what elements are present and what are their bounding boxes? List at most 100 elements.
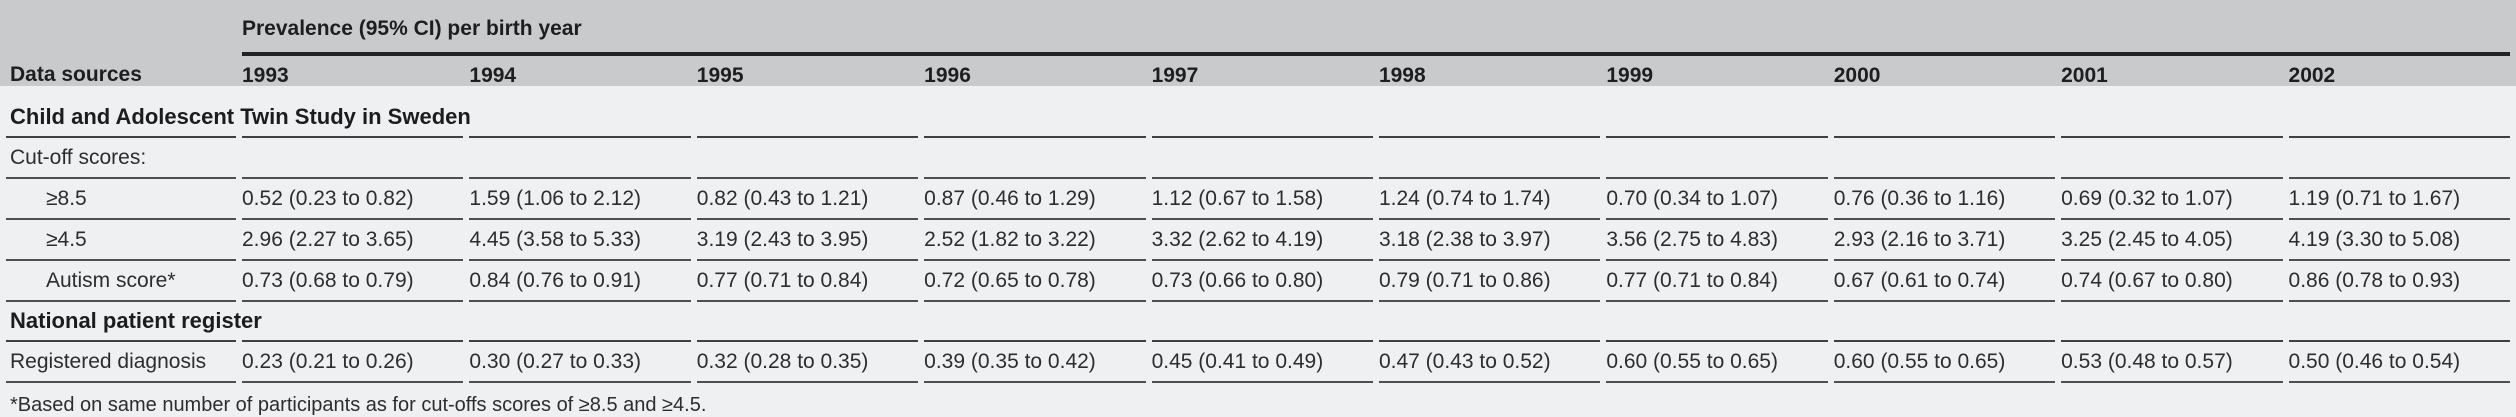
cell-value bbox=[1606, 138, 1828, 179]
section-rule-segment bbox=[1151, 302, 1373, 342]
cell-value bbox=[469, 138, 691, 179]
cell-value: 2.52 (1.82 to 3.22) bbox=[924, 220, 1146, 261]
section-rule-segment bbox=[1378, 302, 1601, 342]
year-header-2002: 2002 bbox=[2288, 64, 2336, 87]
cell-value bbox=[242, 138, 464, 179]
cell-value: 0.87 (0.46 to 1.29) bbox=[924, 179, 1146, 220]
section-rule-segment bbox=[1378, 98, 1601, 138]
year-header-2000: 2000 bbox=[1833, 64, 1881, 87]
cell-value: 3.19 (2.43 to 3.95) bbox=[696, 220, 919, 261]
section-rule-segment bbox=[1833, 302, 2056, 342]
cell-value: 0.77 (0.71 to 0.84) bbox=[1606, 261, 1828, 302]
cell-value bbox=[1151, 138, 1373, 179]
column-group-header-prevalence: Prevalence (95% CI) per birth year bbox=[242, 0, 2510, 56]
cell-value: 0.32 (0.28 to 0.35) bbox=[696, 342, 919, 383]
section-rule-segment bbox=[1606, 302, 1828, 342]
section-rule-segment bbox=[1151, 98, 1373, 138]
year-header-1995: 1995 bbox=[696, 64, 744, 87]
table-row: ≥4.5 2.96 (2.27 to 3.65) 4.45 (3.58 to 5.3… bbox=[6, 220, 2510, 261]
section-title: Child and Adolescent Twin Study in Swede… bbox=[6, 98, 471, 138]
cell-value: 3.25 (2.45 to 4.05) bbox=[2061, 220, 2283, 261]
section-rule-segment bbox=[242, 302, 464, 342]
row-label: Cut-off scores: bbox=[6, 138, 236, 179]
section-rule-segment bbox=[696, 98, 919, 138]
cell-value: 0.77 (0.71 to 0.84) bbox=[696, 261, 919, 302]
cell-value: 3.32 (2.62 to 4.19) bbox=[1151, 220, 1373, 261]
section-rule-segment bbox=[2288, 302, 2510, 342]
section-rule-segment bbox=[2061, 98, 2283, 138]
cell-value bbox=[2288, 138, 2510, 179]
section-header-row: Child and Adolescent Twin Study in Swede… bbox=[6, 98, 2510, 138]
row-label: Registered diagnosis bbox=[6, 342, 236, 383]
cell-value: 4.45 (3.58 to 5.33) bbox=[469, 220, 691, 261]
section-header-row: National patient register bbox=[6, 302, 2510, 342]
row-label: Autism score* bbox=[6, 261, 236, 302]
column-header-data-sources: Data sources bbox=[10, 63, 142, 86]
table-row: Autism score* 0.73 (0.68 to 0.79) 0.84 (0.… bbox=[6, 261, 2510, 302]
table-body: Child and Adolescent Twin Study in Swede… bbox=[6, 98, 2510, 383]
cell-value: 1.59 (1.06 to 2.12) bbox=[469, 179, 691, 220]
year-header-1994: 1994 bbox=[469, 64, 517, 87]
group-header-row: Data sources Prevalence (95% CI) per bir… bbox=[6, 0, 2510, 86]
cell-value: 0.67 (0.61 to 0.74) bbox=[1833, 261, 2056, 302]
cell-value: 0.52 (0.23 to 0.82) bbox=[242, 179, 464, 220]
cell-value: 1.12 (0.67 to 1.58) bbox=[1151, 179, 1373, 220]
table-row: Cut-off scores: bbox=[6, 138, 2510, 179]
section-rule-segment bbox=[242, 98, 464, 138]
section-rule-segment bbox=[469, 302, 691, 342]
cell-value: 0.60 (0.55 to 0.65) bbox=[1833, 342, 2056, 383]
year-header-row: 1993 1994 1995 1996 1997 1998 1999 2000 2001 2002 bbox=[6, 56, 2510, 98]
year-header-1996: 1996 bbox=[924, 64, 971, 87]
cell-value bbox=[1378, 138, 1601, 179]
cell-value bbox=[696, 138, 919, 179]
cell-value: 0.39 (0.35 to 0.42) bbox=[924, 342, 1146, 383]
cell-value: 2.96 (2.27 to 3.65) bbox=[242, 220, 464, 261]
cell-value: 0.30 (0.27 to 0.33) bbox=[469, 342, 691, 383]
cell-value: 0.53 (0.48 to 0.57) bbox=[2061, 342, 2283, 383]
cell-value bbox=[1833, 138, 2056, 179]
cell-value: 0.50 (0.46 to 0.54) bbox=[2288, 342, 2510, 383]
year-header-1997: 1997 bbox=[1151, 64, 1199, 87]
cell-value: 0.86 (0.78 to 0.93) bbox=[2288, 261, 2510, 302]
section-title: National patient register bbox=[6, 302, 262, 342]
cell-value: 0.76 (0.36 to 1.16) bbox=[1833, 179, 2056, 220]
table-footnote: *Based on same number of participants as… bbox=[10, 394, 707, 416]
cell-value: 0.82 (0.43 to 1.21) bbox=[696, 179, 919, 220]
section-rule-segment bbox=[696, 302, 919, 342]
section-rule-segment bbox=[924, 302, 1146, 342]
section-rule-segment bbox=[469, 98, 691, 138]
prevalence-table: Data sources Prevalence (95% CI) per bir… bbox=[0, 0, 2516, 383]
cell-value bbox=[2061, 138, 2283, 179]
row-label: ≥8.5 bbox=[6, 179, 236, 220]
cell-value: 0.84 (0.76 to 0.91) bbox=[469, 261, 691, 302]
cell-value: 0.73 (0.68 to 0.79) bbox=[242, 261, 464, 302]
cell-value: 0.72 (0.65 to 0.78) bbox=[924, 261, 1146, 302]
table-header: Data sources Prevalence (95% CI) per bir… bbox=[6, 0, 2510, 98]
cell-value: 0.69 (0.32 to 1.07) bbox=[2061, 179, 2283, 220]
cell-value: 1.24 (0.74 to 1.74) bbox=[1378, 179, 1601, 220]
cell-value: 4.19 (3.30 to 5.08) bbox=[2288, 220, 2510, 261]
cell-value: 0.60 (0.55 to 0.65) bbox=[1606, 342, 1828, 383]
year-header-2001: 2001 bbox=[2061, 64, 2108, 87]
cell-value: 0.74 (0.67 to 0.80) bbox=[2061, 261, 2283, 302]
cell-value: 1.19 (0.71 to 1.67) bbox=[2288, 179, 2510, 220]
section-rule-segment bbox=[2061, 302, 2283, 342]
section-rule-segment bbox=[1606, 98, 1828, 138]
section-rule-segment bbox=[924, 98, 1146, 138]
row-label: ≥4.5 bbox=[6, 220, 236, 261]
section-rule-segment bbox=[2288, 98, 2510, 138]
cell-value: 0.47 (0.43 to 0.52) bbox=[1378, 342, 1601, 383]
year-header-1993: 1993 bbox=[242, 64, 289, 87]
section-rule-segment bbox=[1833, 98, 2056, 138]
cell-value bbox=[924, 138, 1146, 179]
year-header-1998: 1998 bbox=[1378, 64, 1426, 87]
year-header-1999: 1999 bbox=[1606, 64, 1654, 87]
cell-value: 3.56 (2.75 to 4.83) bbox=[1606, 220, 1828, 261]
cell-value: 0.70 (0.34 to 1.07) bbox=[1606, 179, 1828, 220]
cell-value: 0.45 (0.41 to 0.49) bbox=[1151, 342, 1373, 383]
cell-value: 2.93 (2.16 to 3.71) bbox=[1833, 220, 2056, 261]
cell-value: 3.18 (2.38 to 3.97) bbox=[1378, 220, 1601, 261]
cell-value: 0.23 (0.21 to 0.26) bbox=[242, 342, 464, 383]
table-row: Registered diagnosis 0.23 (0.21 to 0.26) 0… bbox=[6, 342, 2510, 383]
